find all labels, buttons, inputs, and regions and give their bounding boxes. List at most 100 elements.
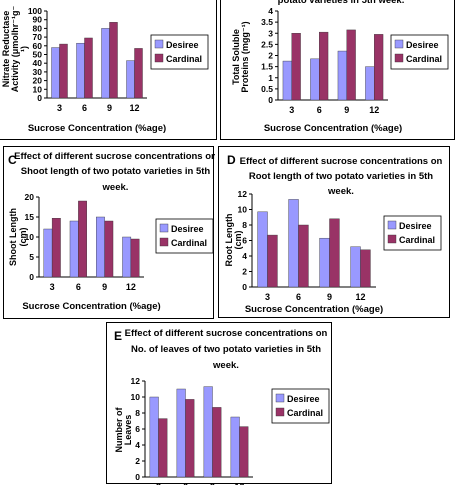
x-axis-label: Sucrose Concentration (%age) xyxy=(264,123,402,134)
legend-swatch-desiree xyxy=(387,220,397,230)
y-tick-label: 2 xyxy=(268,51,273,61)
bar-cardinal xyxy=(212,407,222,478)
bar-cardinal xyxy=(59,43,68,99)
bar-cardinal xyxy=(185,399,195,478)
legend-label-desiree: Desiree xyxy=(399,221,432,231)
y-axis-label-line: Shoot Length xyxy=(8,208,18,266)
chart-title-line: week. xyxy=(212,360,239,371)
y-tick-label: 40 xyxy=(33,58,43,68)
bar-desiree xyxy=(176,388,186,478)
x-axis-label: Sucrose Concentration (%age) xyxy=(28,123,166,134)
y-tick-label: 6 xyxy=(135,424,140,434)
legend-label-cardinal: Cardinal xyxy=(406,54,442,64)
bar-cardinal xyxy=(84,37,93,99)
x-tick-label: 9 xyxy=(344,105,349,115)
y-tick-label: 4 xyxy=(242,251,247,261)
x-tick-label: 3 xyxy=(265,292,270,302)
y-tick-label: 10 xyxy=(33,84,43,94)
y-tick-label: 4 xyxy=(268,6,273,16)
bar-cardinal xyxy=(346,29,356,101)
bar-desiree xyxy=(310,58,320,101)
x-axis-label: Sucrose Concentration (%age) xyxy=(245,304,383,315)
y-tick-label: 1.5 xyxy=(261,62,273,72)
y-tick-label: 20 xyxy=(33,76,43,86)
bar-desiree xyxy=(69,220,79,278)
x-tick-label: 9 xyxy=(210,482,215,485)
legend-label-desiree: Desiree xyxy=(171,224,204,234)
y-tick-label: 80 xyxy=(33,23,43,33)
y-axis-label-line: Proteins (mgg⁻¹) xyxy=(240,21,250,92)
bar-desiree xyxy=(288,199,299,288)
y-tick-label: 8 xyxy=(135,408,140,418)
y-tick-label: 2.5 xyxy=(261,39,273,49)
x-tick-label: 12 xyxy=(126,282,136,292)
bar-desiree xyxy=(96,216,105,278)
x-tick-label: 6 xyxy=(82,103,87,113)
legend-label-cardinal: Cardinal xyxy=(171,238,207,248)
y-tick-label: 12 xyxy=(238,189,248,199)
y-axis-label-line: (cm) xyxy=(233,230,243,249)
y-axis-label-line: Leaves xyxy=(123,415,133,446)
bar-cardinal xyxy=(51,217,61,278)
y-tick-label: 0.5 xyxy=(261,84,273,94)
bar-desiree xyxy=(122,236,132,278)
chart-svg: potato varieties in 5th week. 00.511.52 2.… xyxy=(231,0,449,134)
y-tick-label: 70 xyxy=(33,32,43,42)
y-tick-label: 1 xyxy=(268,73,273,83)
chart-svg: E Effect of different sucrose concentrati… xyxy=(114,328,330,490)
bar-cardinal xyxy=(78,200,87,278)
y-tick-label: 5 xyxy=(29,252,34,262)
legend-swatch-cardinal xyxy=(387,234,397,244)
x-tick-label: 3 xyxy=(57,103,62,113)
chart-panel-number-of-leaves: E Effect of different sucrose concentrati… xyxy=(106,322,332,490)
bar-cardinal xyxy=(158,418,168,478)
x-tick-label: 12 xyxy=(369,105,379,115)
y-tick-label: 8 xyxy=(242,220,247,230)
chart-panel-shoot-length: C Effect of different sucrose concentrati… xyxy=(3,146,217,319)
legend-label-desiree: Desiree xyxy=(287,394,320,404)
x-tick-label: 3 xyxy=(156,482,161,485)
y-axis-label-line: (cm) xyxy=(18,227,28,246)
bar-cardinal xyxy=(109,22,118,99)
x-tick-label: 6 xyxy=(76,282,81,292)
legend-swatch-desiree xyxy=(275,393,285,403)
chart-panel-root-length: D Effect of different sucrose concentrati… xyxy=(218,146,450,318)
legend-label-desiree: Desiree xyxy=(166,40,199,50)
chart-title-line: Root length of two potato varieties in 5… xyxy=(249,171,433,182)
chart-panel-nitrate-reductase: varieties in 5th week.010203040506070809… xyxy=(0,0,217,140)
legend-box xyxy=(155,218,214,254)
x-tick-label: 9 xyxy=(107,103,112,113)
y-tick-label: 4 xyxy=(135,440,140,450)
y-axis-label-line: Number of xyxy=(114,406,124,452)
y-tick-label: 10 xyxy=(238,205,248,215)
chart-panel-total-soluble-proteins: potato varieties in 5th week. 0 0.5 1 1.5 2 2.… xyxy=(220,0,455,140)
x-tick-label: 6 xyxy=(183,482,188,485)
y-tick-label: 2 xyxy=(135,456,140,466)
chart-svg: D Effect of different sucrose concentrati… xyxy=(224,153,443,315)
legend-swatch-cardinal xyxy=(275,407,285,417)
legend-label-cardinal: Cardinal xyxy=(287,408,323,418)
y-tick-label: 10 xyxy=(25,232,35,242)
bar-cardinal xyxy=(134,48,143,99)
bar-desiree xyxy=(230,416,240,478)
x-tick-label: 6 xyxy=(317,105,322,115)
bar-cardinal xyxy=(298,224,309,288)
legend-label-cardinal: Cardinal xyxy=(399,235,435,245)
y-tick-label: 15 xyxy=(25,212,35,222)
chart-title-line: week. xyxy=(102,182,129,193)
legend-swatch-desiree xyxy=(159,223,169,233)
y-axis-label-line: Activity (μmolhr⁻¹g⁻ xyxy=(10,5,20,92)
bar-desiree xyxy=(51,47,60,99)
bar-desiree xyxy=(282,60,292,101)
y-tick-label: 0 xyxy=(242,282,247,292)
bar-cardinal xyxy=(130,238,140,278)
chart-title-line: Shoot length of two potato varieties in … xyxy=(21,166,211,177)
x-tick-label: 3 xyxy=(50,282,55,292)
bar-cardinal xyxy=(239,426,249,478)
y-tick-label: 50 xyxy=(33,50,43,60)
bar-desiree xyxy=(365,66,375,101)
chart-title-line: Effect of different sucrose concentratio… xyxy=(240,156,443,167)
chart-title-line: Effect of different sucrose concentratio… xyxy=(14,151,215,162)
bar-desiree xyxy=(126,60,135,99)
